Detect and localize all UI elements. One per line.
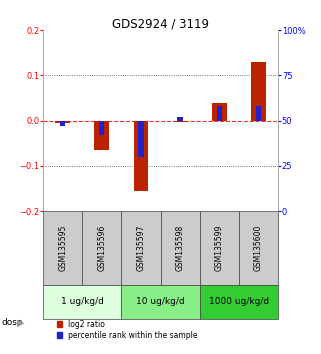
Bar (43, 285, 121, 319)
Bar (100, 121, 104, 135)
Text: GSM135599: GSM135599 (214, 225, 224, 271)
Bar (56, 121, 70, 123)
Bar (200, 285, 278, 319)
Bar (239, 211, 278, 285)
Bar (160, 211, 200, 285)
Text: GSM135597: GSM135597 (136, 225, 145, 271)
Bar (60, 121, 65, 126)
Bar (121, 211, 160, 285)
Text: GSM135595: GSM135595 (58, 225, 67, 271)
Bar (217, 106, 221, 121)
Bar (43, 211, 82, 285)
Bar (94, 121, 109, 150)
Text: ▶: ▶ (17, 318, 25, 328)
Bar (178, 117, 183, 121)
Legend: log2 ratio, percentile rank within the sample: log2 ratio, percentile rank within the s… (56, 320, 197, 339)
Bar (138, 121, 143, 157)
Text: GSM135600: GSM135600 (254, 225, 263, 271)
Bar (200, 211, 239, 285)
Bar (134, 121, 148, 191)
Text: 1 ug/kg/d: 1 ug/kg/d (61, 297, 104, 306)
Text: dose: dose (2, 318, 23, 327)
Text: GSM135598: GSM135598 (176, 225, 185, 271)
Text: 1000 ug/kg/d: 1000 ug/kg/d (209, 297, 269, 306)
Text: 10 ug/kg/d: 10 ug/kg/d (136, 297, 185, 306)
Bar (121, 285, 200, 319)
Bar (82, 211, 121, 285)
Text: GSM135596: GSM135596 (97, 225, 107, 271)
Bar (251, 62, 265, 121)
Bar (256, 106, 261, 121)
Title: GDS2924 / 3119: GDS2924 / 3119 (112, 17, 209, 30)
Bar (212, 103, 227, 121)
